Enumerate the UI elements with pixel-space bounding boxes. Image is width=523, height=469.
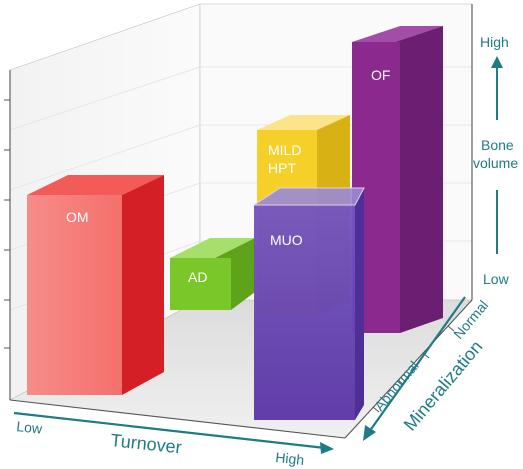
bone-volume-title-1: Bone <box>481 137 514 153</box>
bone-volume-high-label: High <box>480 34 509 50</box>
bone-volume-axis: High Bone volume Low <box>473 34 518 287</box>
bar-muo-label: MUO <box>270 232 303 248</box>
y-ticks <box>4 99 10 349</box>
bar-om: OM <box>27 175 164 395</box>
bar-ad-label: AD <box>188 269 207 285</box>
turnover-high-label: High <box>275 449 305 468</box>
bone-volume-low-label: Low <box>483 271 510 287</box>
bar-ad: AD <box>170 238 255 310</box>
bone-volume-title-2: volume <box>473 155 518 171</box>
bar-hpt-label: HPT <box>268 160 296 176</box>
bar-of-label: OF <box>371 67 390 83</box>
frame-edges <box>9 4 473 439</box>
bar-mild-label: MILD <box>268 142 301 158</box>
turnover-low-label: Low <box>16 418 44 437</box>
bar-om-label: OM <box>66 209 89 225</box>
turnover-title: Turnover <box>110 430 183 457</box>
bar-of: OF <box>352 26 443 333</box>
bar-muo: MUO <box>253 187 365 420</box>
